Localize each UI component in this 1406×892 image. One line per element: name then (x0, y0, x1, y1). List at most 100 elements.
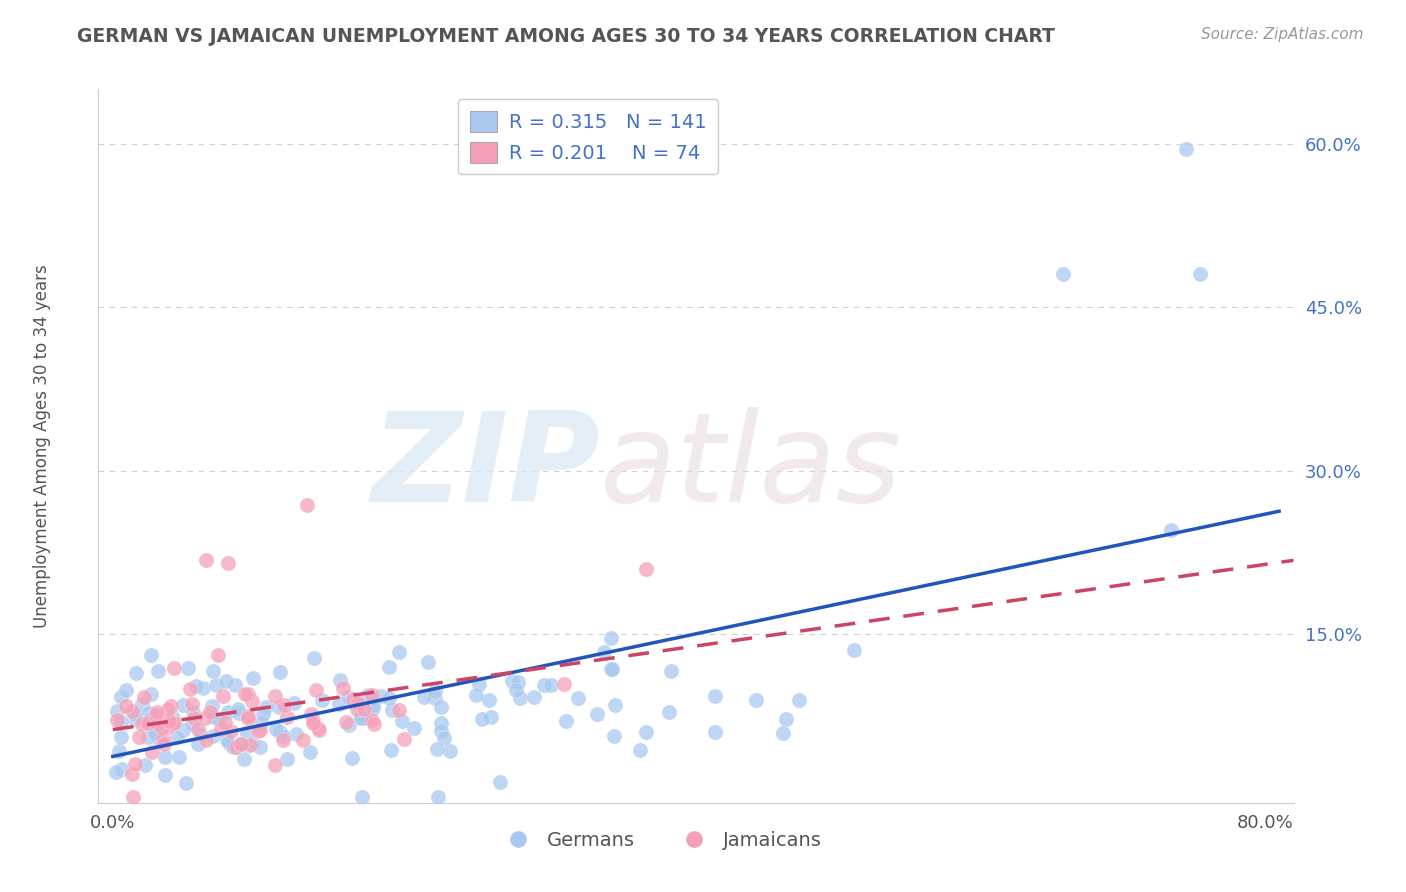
Point (269, 724, 291, 739)
Point (353, 711, 375, 725)
Point (264, 690, 287, 704)
Point (121, 766, 143, 780)
Point (146, 716, 169, 731)
Point (264, 723, 287, 737)
Point (249, 715, 271, 730)
Point (599, 631, 621, 645)
Point (775, 712, 797, 726)
Point (370, 689, 392, 703)
Point (124, 706, 146, 721)
Point (388, 703, 411, 717)
Point (347, 698, 370, 712)
Point (128, 731, 150, 745)
Point (152, 737, 174, 751)
Point (392, 731, 415, 746)
Point (180, 698, 202, 712)
Point (634, 561, 657, 575)
Point (142, 713, 165, 727)
Point (602, 729, 624, 743)
Point (105, 764, 128, 779)
Point (347, 696, 370, 710)
Point (361, 688, 384, 702)
Point (114, 683, 136, 698)
Point (110, 714, 132, 729)
Point (273, 698, 295, 713)
Point (212, 690, 235, 704)
Point (172, 698, 194, 712)
Point (201, 664, 224, 678)
Point (136, 730, 159, 744)
Point (176, 776, 198, 790)
Point (468, 676, 491, 690)
Point (402, 722, 425, 736)
Point (233, 687, 256, 701)
Point (195, 553, 218, 567)
Point (479, 709, 502, 723)
Point (150, 721, 173, 735)
Point (214, 716, 236, 731)
Text: atlas: atlas (600, 407, 903, 528)
Point (202, 730, 225, 744)
Point (138, 706, 160, 720)
Point (388, 645, 411, 659)
Text: GERMAN VS JAMAICAN UNEMPLOYMENT AMONG AGES 30 TO 34 YEARS CORRELATION CHART: GERMAN VS JAMAICAN UNEMPLOYMENT AMONG AG… (77, 27, 1056, 45)
Point (501, 674, 523, 689)
Point (124, 756, 146, 771)
Point (181, 705, 204, 719)
Point (555, 714, 578, 729)
Point (350, 790, 373, 805)
Point (184, 679, 207, 693)
Point (271, 732, 294, 747)
Point (413, 690, 436, 705)
Point (146, 705, 169, 719)
Point (156, 720, 179, 734)
Point (187, 737, 209, 751)
Point (271, 729, 294, 743)
Point (283, 696, 305, 710)
Point (302, 713, 325, 727)
Point (361, 698, 384, 713)
Point (125, 665, 148, 680)
Point (540, 678, 562, 692)
Point (658, 705, 681, 719)
Point (141, 745, 163, 759)
Point (1174, 142, 1197, 156)
Point (139, 712, 162, 726)
Point (131, 697, 153, 711)
Point (141, 648, 163, 662)
Point (145, 729, 167, 743)
Point (110, 690, 132, 704)
Point (218, 736, 240, 750)
Point (380, 743, 402, 757)
Point (236, 687, 259, 701)
Point (423, 683, 446, 698)
Point (149, 734, 172, 748)
Point (110, 731, 132, 745)
Point (162, 716, 184, 731)
Point (191, 681, 214, 695)
Text: Unemployment Among Ages 30 to 34 years: Unemployment Among Ages 30 to 34 years (34, 264, 51, 628)
Point (107, 744, 129, 758)
Point (337, 718, 360, 732)
Point (523, 690, 546, 704)
Point (233, 752, 256, 766)
Point (187, 722, 209, 736)
Point (311, 692, 333, 706)
Point (299, 707, 322, 722)
Point (357, 689, 380, 703)
Point (600, 662, 623, 676)
Point (337, 690, 360, 704)
Point (121, 704, 143, 718)
Point (160, 699, 183, 714)
Point (267, 699, 290, 714)
Point (342, 691, 364, 706)
Point (600, 662, 623, 676)
Point (207, 712, 229, 726)
Point (391, 714, 413, 728)
Point (240, 737, 263, 751)
Point (636, 725, 658, 739)
Point (194, 711, 217, 725)
Point (427, 790, 450, 805)
Point (328, 697, 350, 711)
Point (430, 699, 453, 714)
